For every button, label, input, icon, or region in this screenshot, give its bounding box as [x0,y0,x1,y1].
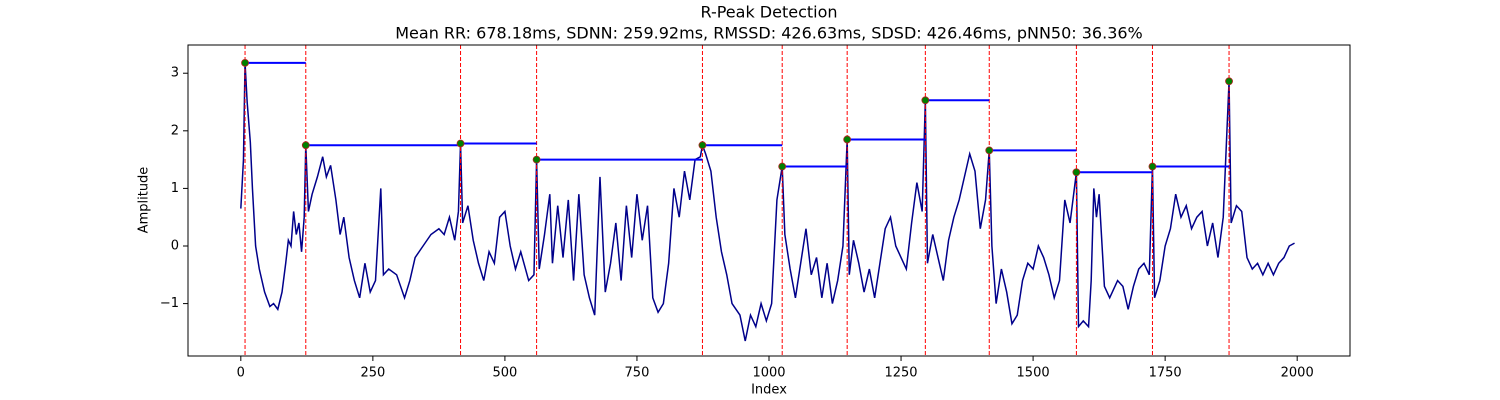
peak-marker [985,146,994,155]
peak-marker [778,162,787,171]
x-tick-label: 0 [237,366,245,381]
peak-marker [843,135,852,144]
x-tick-label: 1750 [1149,366,1182,381]
signal-line [240,62,1295,342]
x-tick-label: 1250 [884,366,917,381]
chart-subtitle: Mean RR: 678.18ms, SDNN: 259.92ms, RMSSD… [395,24,1143,43]
peak-marker [1148,162,1157,171]
x-tick-label: 500 [492,366,517,381]
x-tick-label: 1000 [752,366,785,381]
y-axis-label: Amplitude [137,167,152,234]
peak-marker [698,141,707,150]
y-tick-label: 0 [171,238,179,253]
plot-frame [187,44,1351,357]
peak-marker [456,139,465,148]
y-tick-label: 3 [171,66,179,81]
y-tick-label: −1 [160,296,179,311]
x-tick-label: 2000 [1281,366,1314,381]
x-tick-label: 1500 [1017,366,1050,381]
peak-marker [1072,168,1081,177]
peak-marker [1225,77,1233,86]
peak-marker [532,155,541,164]
y-tick-label: 2 [171,123,179,138]
y-tick-label: 1 [171,181,179,196]
chart-title: R-Peak Detection [700,3,837,22]
x-tick-label: 250 [360,366,385,381]
x-tick-label: 750 [625,366,650,381]
peak-marker [301,141,310,150]
x-axis-label: Index [751,383,787,398]
peak-marker [921,96,930,105]
peak-marker [241,58,249,67]
